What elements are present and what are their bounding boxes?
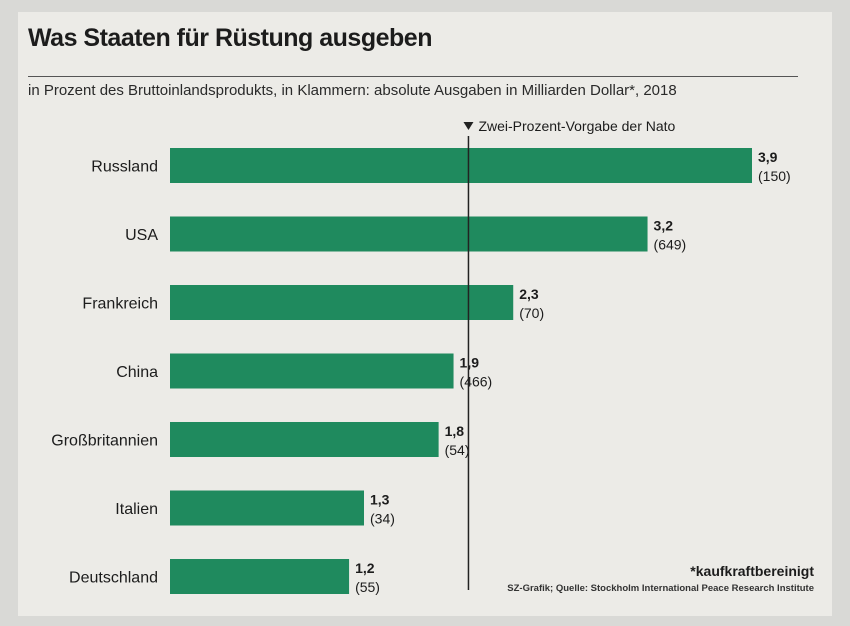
category-label-2: Frankreich [82,296,158,313]
category-label-1: USA [125,227,158,244]
bar-4 [170,422,439,457]
bar-2 [170,285,514,320]
absolute-label-2: (70) [519,305,544,321]
chart-title: Was Staaten für Rüstung ausgeben [28,24,432,52]
bar-0 [170,148,752,183]
value-label-0: 3,9 [758,149,778,165]
absolute-label-6: (55) [355,579,380,595]
reference-line-label: Zwei-Prozent-Vorgabe der Nato [478,118,675,134]
value-label-2: 2,3 [519,286,539,302]
category-label-4: Großbritannien [51,433,158,450]
value-label-5: 1,3 [370,492,390,508]
category-label-5: Italien [115,501,158,518]
value-label-4: 1,8 [445,423,465,439]
category-label-6: Deutschland [69,570,158,587]
bar-6 [170,559,350,594]
value-label-1: 3,2 [654,218,674,234]
value-label-3: 1,9 [460,355,480,371]
title-rule [28,76,798,77]
bar-5 [170,490,364,526]
value-label-6: 1,2 [355,560,375,576]
absolute-label-5: (34) [370,511,395,527]
absolute-label-4: (54) [445,442,470,458]
footnote: *kaufkraftbereinigt [690,563,814,579]
absolute-label-1: (649) [654,237,687,253]
source-note: SZ-Grafik; Quelle: Stockholm Internation… [507,583,814,594]
bar-3 [170,353,454,389]
category-label-3: China [116,364,158,381]
absolute-label-3: (466) [460,374,493,390]
category-label-0: Russland [91,159,158,176]
reference-marker-icon [463,122,474,130]
absolute-label-0: (150) [758,168,791,184]
bar-1 [170,216,648,252]
chart-subtitle: in Prozent des Bruttoinlandsprodukts, in… [28,82,677,99]
